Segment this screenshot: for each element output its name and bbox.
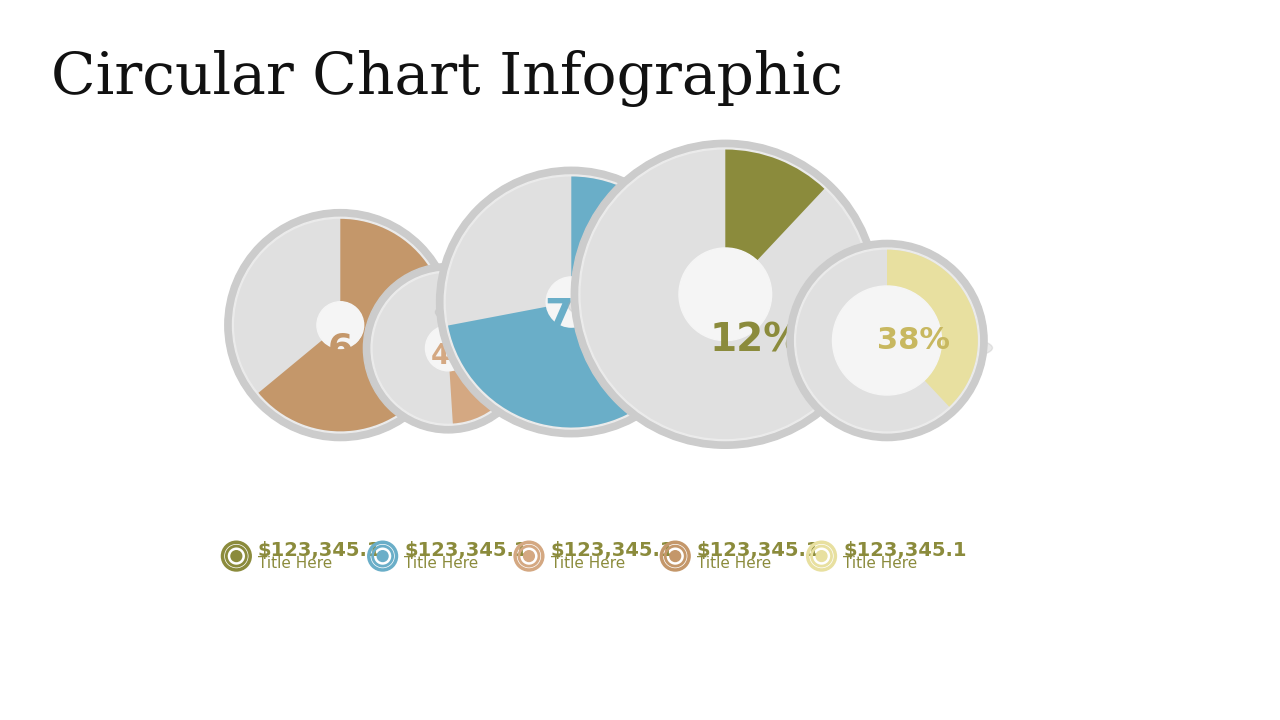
Circle shape <box>817 551 827 562</box>
Text: Title Here: Title Here <box>404 557 479 571</box>
Circle shape <box>230 551 242 562</box>
Circle shape <box>669 551 681 562</box>
Ellipse shape <box>225 315 463 353</box>
Circle shape <box>547 277 596 327</box>
Circle shape <box>678 248 772 341</box>
Circle shape <box>317 302 364 348</box>
Circle shape <box>436 167 707 437</box>
Ellipse shape <box>435 290 716 334</box>
Circle shape <box>787 240 987 441</box>
Text: 38%: 38% <box>878 326 951 355</box>
Text: $123,345.1: $123,345.1 <box>696 541 820 560</box>
Text: Circular Chart Infographic: Circular Chart Infographic <box>51 50 844 107</box>
Circle shape <box>371 271 525 426</box>
Ellipse shape <box>367 341 536 368</box>
Text: 72%: 72% <box>544 297 644 338</box>
Wedge shape <box>581 150 870 439</box>
Circle shape <box>364 264 532 433</box>
Circle shape <box>571 140 879 449</box>
Text: $123,345.1: $123,345.1 <box>550 541 675 560</box>
Text: Title Here: Title Here <box>844 557 918 571</box>
Wedge shape <box>372 273 524 423</box>
Wedge shape <box>448 176 696 428</box>
Text: $123,345.1: $123,345.1 <box>844 541 966 560</box>
Circle shape <box>444 175 699 429</box>
Wedge shape <box>887 250 978 407</box>
Circle shape <box>795 248 979 433</box>
Text: Title Here: Title Here <box>550 557 625 571</box>
Circle shape <box>233 217 448 433</box>
Text: 49%: 49% <box>430 342 497 370</box>
Text: Title Here: Title Here <box>257 557 333 571</box>
Wedge shape <box>234 219 447 431</box>
Circle shape <box>225 210 456 441</box>
Wedge shape <box>259 219 447 431</box>
Circle shape <box>832 286 942 395</box>
Circle shape <box>425 325 471 371</box>
Text: Title Here: Title Here <box>696 557 771 571</box>
Ellipse shape <box>568 280 890 332</box>
Text: $123,345.1: $123,345.1 <box>404 541 527 560</box>
Wedge shape <box>726 150 824 261</box>
Text: 12%: 12% <box>709 322 803 359</box>
Wedge shape <box>448 273 524 423</box>
Wedge shape <box>796 250 978 431</box>
Wedge shape <box>445 176 696 428</box>
Text: 64%: 64% <box>328 331 415 365</box>
Ellipse shape <box>790 332 992 364</box>
Text: $123,345.1: $123,345.1 <box>257 541 381 560</box>
Circle shape <box>579 148 872 441</box>
Circle shape <box>524 551 534 562</box>
Circle shape <box>378 551 388 562</box>
